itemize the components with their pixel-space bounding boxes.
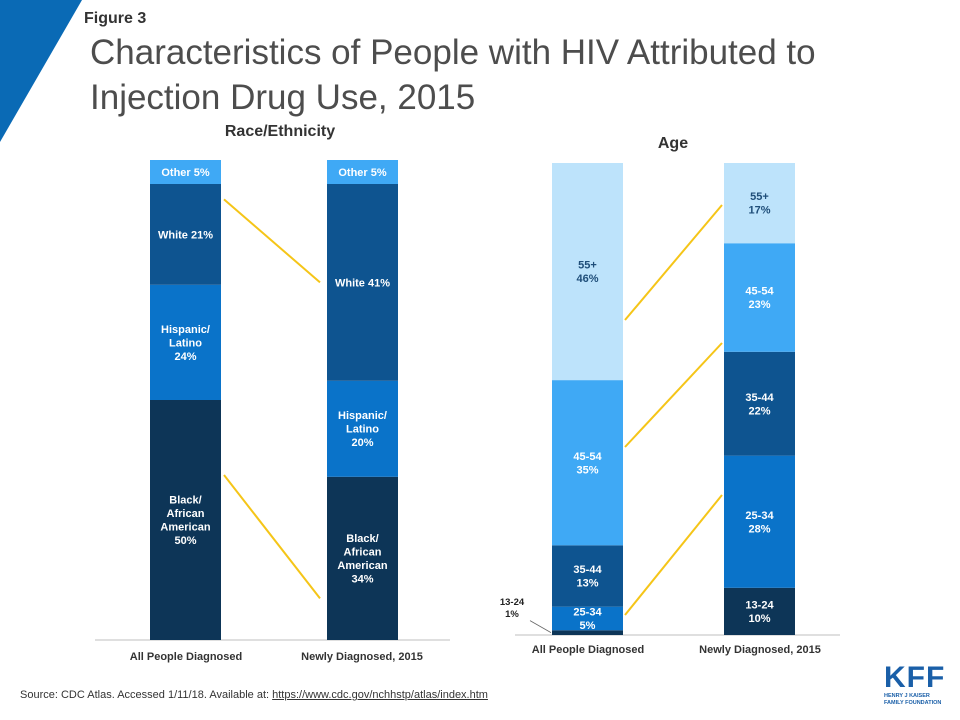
age-category-label-1: All People Diagnosed (532, 644, 644, 656)
age-label-age_35_44-1: 35-44 13% (573, 564, 602, 590)
age-category-label-2: Newly Diagnosed, 2015 (699, 644, 821, 656)
source-text: Source: CDC Atlas. Accessed 1/11/18. Ava… (20, 689, 273, 701)
race-category-label-1: All People Diagnosed (130, 651, 242, 663)
race-label-hispanic-1: Hispanic/Latino 24% (161, 324, 210, 363)
connector-line-age_25_34 (624, 494, 723, 616)
logo-letters: KFF (884, 661, 946, 694)
age-bar-age_13_24-1 (552, 630, 623, 635)
age-label-age_55-1: 55+ 46% (576, 260, 598, 286)
age-outside-label-age_13_24: 13-24 1% (500, 597, 525, 620)
age-bar-age_45_54-2 (724, 243, 795, 352)
chart-title: Characteristics of People with HIV Attri… (90, 33, 816, 117)
race-bar-white-2 (327, 184, 398, 381)
age-bar-age_35_44-1 (552, 545, 623, 607)
source-note: Source: CDC Atlas. Accessed 1/11/18. Ava… (20, 689, 488, 701)
corner-triangle (0, 0, 82, 142)
age-label-age_25_34-2: 25-34 28% (745, 510, 774, 536)
race-bar-white-1 (150, 184, 221, 285)
connector-line-white (223, 198, 321, 284)
corner-accent (0, 0, 82, 142)
race-bar-black-2 (327, 476, 398, 640)
race-label-other-1: Other 5% (161, 167, 210, 179)
age-bar-age_13_24-2 (724, 587, 795, 635)
race-label-black-2: Black/African American 34% (337, 533, 387, 586)
age-bar-age_25_34-1 (552, 606, 623, 631)
kff-logo: KFF HENRY J KAISER FAMILY FOUNDATION (884, 663, 946, 707)
age-label-age_25_34-1: 25-34 5% (573, 607, 602, 633)
race-bar-other-2 (327, 160, 398, 184)
age-bar-age_55-2 (724, 163, 795, 244)
race-bar-hispanic-1 (150, 284, 221, 400)
connector-line-black (223, 474, 321, 600)
age-label-age_55-2: 55+ 17% (748, 191, 770, 217)
figure-label: Figure 3 (84, 10, 147, 27)
connector-line-age_45_54 (624, 342, 723, 448)
logo-subtitle: HENRY J KAISER FAMILY FOUNDATION (884, 693, 942, 706)
race-bar-black-1 (150, 400, 221, 640)
race-label-black-1: Black/African American 50% (160, 495, 210, 547)
race-bar-other-1 (150, 160, 221, 184)
connector-line-age_55 (624, 204, 723, 321)
age-bar-age_55-1 (552, 163, 623, 381)
source-link[interactable]: https://www.cdc.gov/nchhstp/atlas/index.… (272, 689, 488, 701)
age-label-age_45_54-1: 45-54 35% (573, 451, 602, 477)
race-chart-title: Race/Ethnicity (224, 123, 336, 140)
age-bar-age_25_34-2 (724, 455, 795, 588)
race-category-label-2: Newly Diagnosed, 2015 (301, 651, 423, 663)
age-label-age_13_24-2: 13-24 10% (745, 600, 774, 626)
age-bar-age_45_54-1 (552, 380, 623, 546)
race-label-white-2: White 41% (335, 277, 390, 289)
age-label-age_45_54-2: 45-54 23% (745, 286, 774, 312)
race-bar-hispanic-2 (327, 380, 398, 477)
race-label-hispanic-2: Hispanic/Latino 20% (338, 410, 387, 449)
race-label-white-1: White 21% (158, 229, 213, 241)
race-label-other-2: Other 5% (338, 167, 387, 179)
age-chart-title: Age (657, 135, 689, 152)
age-bar-age_35_44-2 (724, 351, 795, 456)
age-leader-age_13_24 (529, 620, 552, 633)
age-label-age_35_44-2: 35-44 22% (745, 392, 774, 418)
